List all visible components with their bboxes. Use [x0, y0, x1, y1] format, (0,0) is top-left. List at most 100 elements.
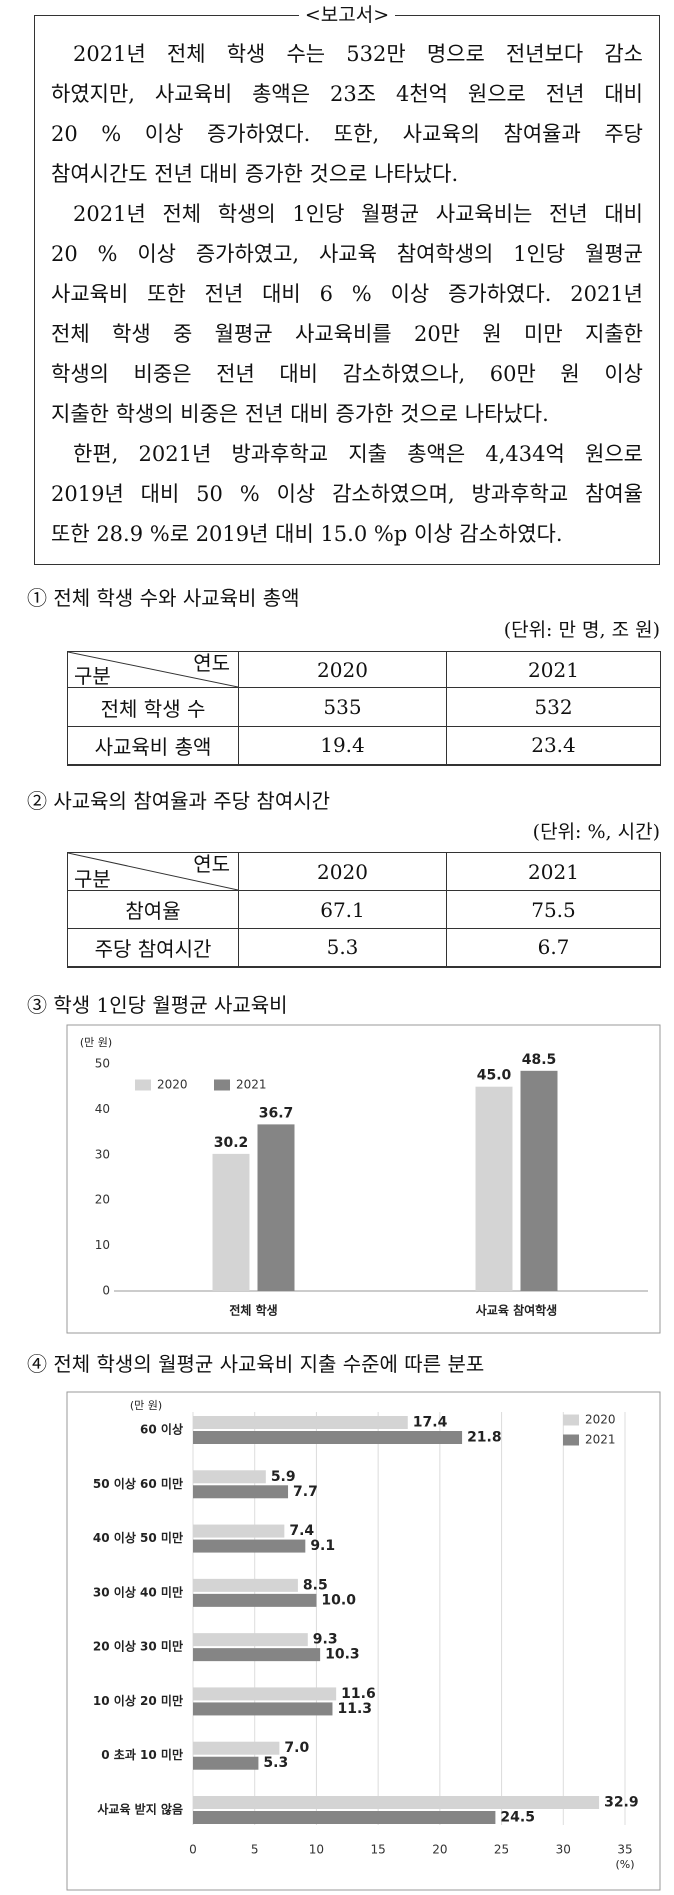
table-cell: 75.5 — [446, 890, 661, 929]
value-label: 7.7 — [293, 1484, 318, 1500]
corner-top: 연도 — [193, 852, 230, 876]
bar — [193, 1687, 337, 1701]
section-title: ③ 학생 1인당 월평균 사교육비 — [27, 993, 288, 1017]
y-tick-label: 30 — [95, 1147, 110, 1161]
row-header: 사교육비 총액 — [67, 726, 239, 766]
bar — [193, 1702, 333, 1716]
x-tick-label: 25 — [494, 1843, 509, 1857]
bar — [193, 1593, 317, 1607]
section-title: ④ 전체 학생의 월평균 사교육비 지출 수준에 따른 분포 — [27, 1352, 485, 1376]
y-tick-label: 0 초과 10 미만 — [101, 1747, 183, 1762]
row-header: 참여율 — [67, 890, 239, 929]
diagonal-line — [68, 652, 238, 687]
value-label: 36.7 — [259, 1105, 294, 1121]
column-header: 2021 — [446, 852, 661, 891]
value-label: 11.6 — [341, 1686, 376, 1702]
value-label: 17.4 — [413, 1415, 448, 1431]
bar — [193, 1470, 266, 1484]
y-tick-label: 10 이상 20 미만 — [93, 1693, 183, 1708]
y-tick-label: 20 이상 30 미만 — [93, 1639, 183, 1654]
value-label: 45.0 — [477, 1068, 512, 1084]
legend-swatch — [563, 1414, 579, 1426]
bar — [475, 1086, 513, 1291]
table-row: 사교육비 총액 19.4 23.4 — [67, 726, 661, 766]
x-tick-label: 15 — [371, 1843, 386, 1857]
corner-bottom: 구분 — [74, 867, 111, 891]
value-label: 11.3 — [337, 1701, 372, 1717]
y-tick-label: 20 — [95, 1193, 110, 1207]
column-header: 2021 — [446, 651, 661, 688]
y-tick-label: 40 이상 50 미만 — [93, 1530, 183, 1545]
bar — [193, 1431, 463, 1444]
corner-diagonal — [68, 853, 238, 890]
chart-frame — [66, 1391, 661, 1891]
row-header: 주당 참여시간 — [67, 928, 239, 968]
report-line: 한편, 2021년 방과후학교 지출 총액은 4,434억 원으로 — [73, 442, 643, 466]
value-label: 21.8 — [467, 1430, 502, 1446]
legend-label: 2020 — [585, 1413, 616, 1427]
corner-bottom: 구분 — [74, 664, 111, 688]
table-row: 전체 학생 수 535 532 — [67, 687, 661, 727]
value-label: 5.3 — [263, 1755, 288, 1771]
legend-label: 2021 — [585, 1433, 616, 1447]
bar — [257, 1124, 295, 1291]
table-cell: 6.7 — [446, 928, 661, 968]
bar — [193, 1539, 306, 1553]
value-label: 30.2 — [214, 1135, 249, 1151]
report-line: 20 % 이상 증가하였다. 또한, 사교육의 참여율과 주당 — [51, 122, 643, 146]
y-tick-label: 40 — [95, 1102, 110, 1116]
data-table: 연도 구분 2020 2021 참여율 67.1 75.5 주당 참여시간 5.3 6.7 — [67, 852, 661, 968]
value-label: 32.9 — [604, 1795, 639, 1811]
report-line: 전체 학생 중 월평균 사교육비를 20만 원 미만 지출한 — [51, 322, 643, 346]
report-line: 하였지만, 사교육비 총액은 23조 4천억 원으로 전년 대비 — [51, 82, 643, 106]
report-line: 2019년 대비 50 % 이상 감소하였으며, 방과후학교 참여율 — [51, 482, 643, 506]
bar — [193, 1796, 600, 1809]
y-tick-label: 0 — [102, 1284, 110, 1298]
value-label: 8.5 — [303, 1577, 328, 1593]
x-tick-label: 전체 학생 — [229, 1303, 277, 1318]
x-tick-label: 5 — [251, 1843, 259, 1857]
y-unit: (만 원) — [130, 1399, 162, 1412]
value-label: 10.0 — [321, 1592, 356, 1608]
bar — [212, 1153, 250, 1291]
value-label: 9.1 — [310, 1538, 335, 1554]
y-tick-label: 30 이상 40 미만 — [93, 1584, 183, 1599]
data-table: 연도 구분 2020 2021 전체 학생 수 535 532 사교육비 총액 19.4 23.4 — [67, 651, 661, 766]
x-tick-label: 10 — [309, 1843, 324, 1857]
bar — [193, 1578, 298, 1592]
unit-label: (단위: 만 명, 조 원) — [503, 619, 660, 641]
value-label: 7.4 — [289, 1523, 314, 1539]
bar — [193, 1416, 408, 1429]
table-cell: 23.4 — [446, 726, 661, 766]
x-tick-label: 35 — [617, 1843, 632, 1857]
y-tick-label: 사교육 받지 않음 — [97, 1802, 183, 1817]
report-line: 참여시간도 전년 대비 증가한 것으로 나타났다. — [51, 162, 459, 186]
report-line: 학생의 비중은 전년 대비 감소하였으나, 60만 원 이상 — [51, 362, 643, 386]
y-tick-label: 10 — [95, 1238, 110, 1252]
table-row: 참여율 67.1 75.5 — [67, 890, 661, 929]
report-line: 사교육비 또한 전년 대비 6 % 이상 증가하였다. 2021년 — [51, 282, 643, 306]
report-box: <보고서> 2021년 전체 학생 수는 532만 명으로 전년보다 감소 하였지만… — [34, 4, 660, 565]
report-line: 2021년 전체 학생의 1인당 월평균 사교육비는 전년 대비 — [73, 202, 643, 226]
value-label: 7.0 — [284, 1740, 309, 1756]
legend-label: 2021 — [236, 1078, 267, 1092]
legend-swatch — [135, 1079, 151, 1091]
y-tick-label: 60 이상 — [140, 1422, 183, 1437]
section-title: ② 사교육의 참여율과 주당 참여시간 — [27, 789, 331, 813]
x-unit: (%) — [615, 1858, 634, 1871]
table-cell: 5.3 — [238, 928, 447, 968]
report-title: <보고서> — [298, 4, 396, 26]
corner-cell: 연도 구분 — [67, 651, 239, 688]
legend-label: 2020 — [157, 1078, 188, 1092]
bar — [193, 1524, 285, 1538]
diagonal-line — [68, 853, 238, 890]
x-tick-label: 0 — [189, 1843, 197, 1857]
x-tick-label: 사교육 참여학생 — [476, 1303, 557, 1318]
table-cell: 535 — [238, 687, 447, 727]
bar — [193, 1633, 308, 1647]
header-row: 연도 구분 2020 2021 — [67, 852, 661, 891]
corner-diagonal — [68, 652, 238, 687]
